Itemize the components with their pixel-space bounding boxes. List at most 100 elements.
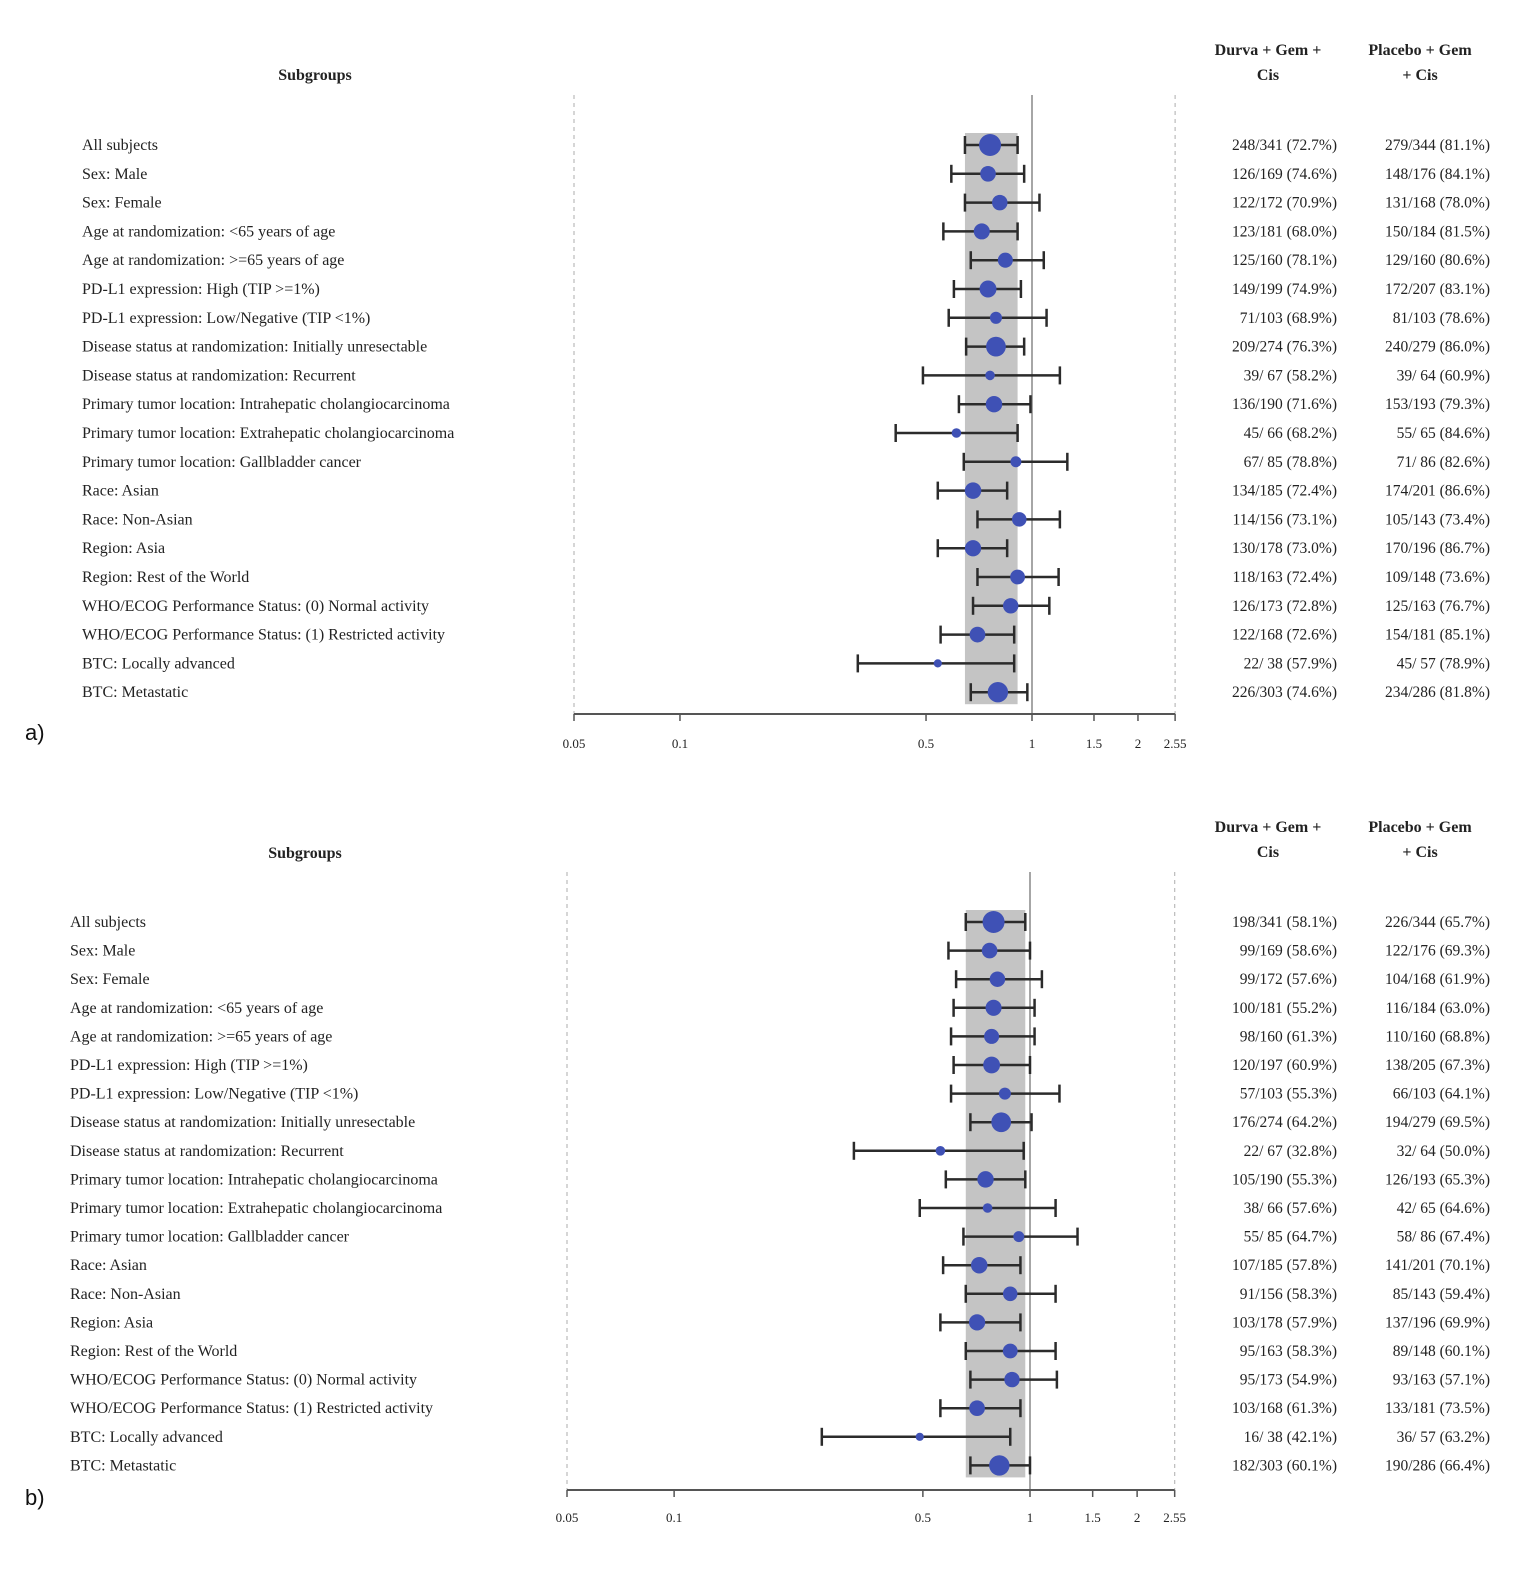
- x-tick-label: 0.05: [556, 1510, 579, 1525]
- hazard-ratio-point: [964, 482, 982, 499]
- durva-count: 71/103 (68.9%): [1240, 310, 1337, 327]
- subgroup-label: Age at randomization: <65 years of age: [82, 223, 335, 240]
- x-tick-label: 1: [1027, 1510, 1034, 1525]
- subgroup-row: Disease status at randomization: Recurre…: [70, 1141, 1490, 1160]
- placebo-count: 116/184 (63.0%): [1386, 1000, 1490, 1017]
- subgroup-label: Race: Asian: [70, 1257, 147, 1274]
- hazard-ratio-point: [1011, 512, 1027, 527]
- placebo-count: 110/160 (68.8%): [1386, 1028, 1490, 1045]
- hazard-ratio-point: [989, 311, 1002, 324]
- subgroup-row: BTC: Locally advanced 16/ 38 (42.1%) 36/ 5…: [70, 1427, 1490, 1446]
- hazard-ratio-point: [986, 336, 1006, 357]
- subgroup-label: Disease status at randomization: Recurre…: [82, 367, 356, 384]
- placebo-count: 45/ 57 (78.9%): [1397, 655, 1490, 672]
- durva-count: 107/185 (57.8%): [1232, 1257, 1337, 1274]
- hazard-ratio-point: [970, 1256, 988, 1274]
- hazard-ratio-point: [915, 1432, 924, 1441]
- durva-count: 57/103 (55.3%): [1240, 1086, 1337, 1103]
- hazard-ratio-point: [1010, 569, 1025, 585]
- placebo-count: 85/143 (59.4%): [1393, 1286, 1490, 1303]
- placebo-count: 58/ 86 (67.4%): [1397, 1229, 1490, 1246]
- hazard-ratio-point: [1003, 598, 1019, 614]
- subgroup-label: Region: Asia: [82, 540, 165, 557]
- durva-column-header: Durva + Gem +: [1215, 42, 1322, 59]
- placebo-count: 150/184 (81.5%): [1385, 223, 1490, 240]
- subgroup-row: Race: Non-Asian 114/156 (73.1%) 105/143 (7…: [82, 510, 1490, 529]
- placebo-count: 105/143 (73.4%): [1385, 511, 1490, 528]
- placebo-count: 39/ 64 (60.9%): [1397, 367, 1490, 384]
- durva-count: 95/163 (58.3%): [1240, 1343, 1337, 1360]
- subgroup-label: Primary tumor location: Gallbladder canc…: [70, 1229, 350, 1246]
- durva-count: 122/172 (70.9%): [1232, 195, 1337, 212]
- subgroup-label: All subjects: [82, 137, 158, 154]
- x-tick-label: 2.55: [1164, 736, 1187, 751]
- subgroup-row: Primary tumor location: Gallbladder canc…: [82, 452, 1490, 471]
- subgroup-label: Region: Asia: [70, 1314, 153, 1331]
- placebo-column-header: Placebo + Gem: [1368, 42, 1472, 59]
- subgroups-header: Subgroups: [268, 845, 342, 862]
- durva-count: 67/ 85 (78.8%): [1244, 454, 1337, 471]
- subgroup-label: PD-L1 expression: Low/Negative (TIP <1%): [70, 1086, 358, 1103]
- subgroup-row: WHO/ECOG Performance Status: (0) Normal …: [82, 596, 1490, 615]
- subgroup-row: Race: Asian 134/185 (72.4%) 174/201 (86.6%…: [82, 481, 1490, 500]
- placebo-count: 133/181 (73.5%): [1385, 1400, 1490, 1417]
- durva-count: 130/178 (73.0%): [1232, 540, 1337, 557]
- durva-count: 120/197 (60.9%): [1232, 1057, 1337, 1074]
- subgroup-row: Region: Asia 130/178 (73.0%) 170/196 (86.7…: [82, 539, 1490, 558]
- hazard-ratio-point: [983, 1056, 1001, 1074]
- subgroup-row: Disease status at randomization: Initial…: [82, 336, 1490, 357]
- x-tick-label: 1.5: [1086, 736, 1102, 751]
- hazard-ratio-point: [973, 223, 990, 240]
- panel-label: a): [25, 720, 45, 745]
- durva-count: 105/190 (55.3%): [1232, 1171, 1337, 1188]
- x-tick-label: 0.5: [918, 736, 934, 751]
- subgroup-label: Primary tumor location: Intrahepatic cho…: [70, 1171, 438, 1188]
- hazard-ratio-point: [1013, 1231, 1025, 1243]
- durva-count: 91/156 (58.3%): [1240, 1286, 1337, 1303]
- placebo-count: 32/ 64 (50.0%): [1397, 1143, 1490, 1160]
- hazard-ratio-point: [979, 134, 1002, 156]
- hazard-ratio-point: [1002, 1286, 1018, 1302]
- placebo-count: 148/176 (84.1%): [1385, 166, 1490, 183]
- subgroup-row: All subjects 248/341 (72.7%) 279/344 (81.1…: [82, 134, 1490, 156]
- durva-count: 198/341 (58.1%): [1232, 914, 1337, 931]
- placebo-count: 122/176 (69.3%): [1385, 943, 1490, 960]
- subgroup-label: Age at randomization: <65 years of age: [70, 1000, 323, 1017]
- placebo-count: 93/163 (57.1%): [1393, 1372, 1490, 1389]
- placebo-count: 138/205 (67.3%): [1385, 1057, 1490, 1074]
- durva-count: 182/303 (60.1%): [1232, 1457, 1337, 1474]
- hazard-ratio-point: [985, 370, 995, 381]
- durva-count: 123/181 (68.0%): [1232, 223, 1337, 240]
- subgroup-row: PD-L1 expression: Low/Negative (TIP <1%)…: [70, 1084, 1490, 1103]
- placebo-count: 129/160 (80.6%): [1385, 252, 1490, 269]
- subgroup-row: Race: Non-Asian 91/156 (58.3%) 85/143 (59.…: [70, 1284, 1490, 1303]
- hazard-ratio-point: [982, 911, 1005, 933]
- subgroup-row: Primary tumor location: Intrahepatic cho…: [82, 395, 1490, 414]
- subgroup-label: Disease status at randomization: Initial…: [82, 339, 427, 356]
- placebo-count: 234/286 (81.8%): [1385, 684, 1490, 701]
- hazard-ratio-point: [989, 971, 1006, 987]
- placebo-count: 194/279 (69.5%): [1385, 1114, 1490, 1131]
- durva-count: 134/185 (72.4%): [1232, 483, 1337, 500]
- forest-panel-b: 0.05 0.1 0.5 1 1.5 2 2.55 Subgroups Durva + Gem …: [25, 819, 1490, 1525]
- subgroup-row: Age at randomization: <65 years of age 10…: [70, 998, 1490, 1017]
- forest-panel-a: 0.05 0.1 0.5 1 1.5 2 2.55 Subgroups Durva + Gem …: [25, 42, 1490, 751]
- placebo-count: 55/ 65 (84.6%): [1397, 425, 1490, 442]
- subgroup-label: WHO/ECOG Performance Status: (0) Normal …: [70, 1372, 417, 1389]
- placebo-count: 104/168 (61.9%): [1385, 971, 1490, 988]
- subgroup-label: Region: Rest of the World: [82, 569, 249, 586]
- placebo-count: 170/196 (86.7%): [1385, 540, 1490, 557]
- hazard-ratio-point: [969, 1400, 985, 1417]
- placebo-count: 66/103 (64.1%): [1393, 1086, 1490, 1103]
- x-tick-label: 0.05: [563, 736, 586, 751]
- durva-count: 209/274 (76.3%): [1232, 339, 1337, 356]
- hazard-ratio-point: [977, 1171, 994, 1188]
- subgroup-row: Sex: Male 126/169 (74.6%) 148/176 (84.1%): [82, 164, 1490, 183]
- durva-count: 114/156 (73.1%): [1233, 511, 1337, 528]
- hazard-ratio-point: [964, 540, 982, 557]
- x-tick-label: 1: [1029, 736, 1036, 751]
- hazard-ratio-point: [987, 681, 1009, 703]
- hazard-ratio-point: [982, 1203, 993, 1213]
- subgroup-label: WHO/ECOG Performance Status: (1) Restric…: [82, 627, 445, 644]
- subgroup-row: PD-L1 expression: High (TIP >=1%) 120/197…: [70, 1056, 1490, 1074]
